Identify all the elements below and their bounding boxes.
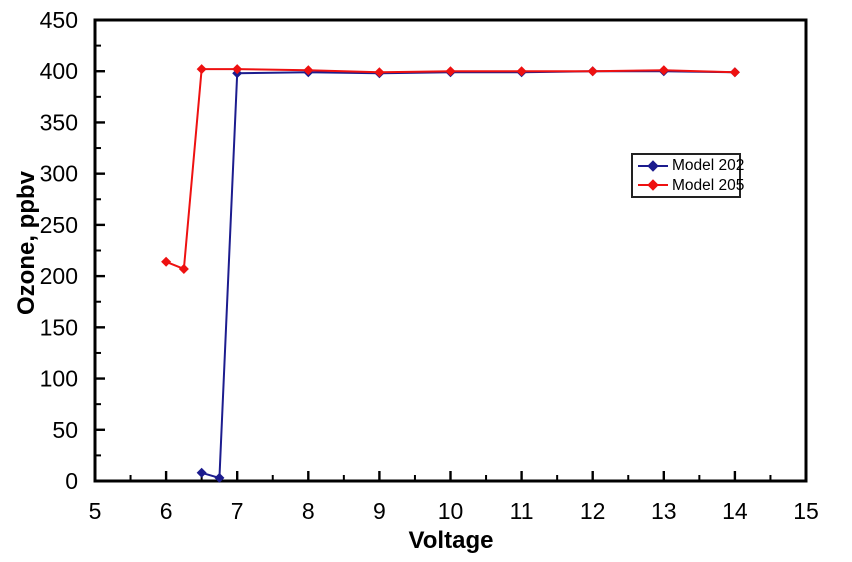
series-model-205-marker	[178, 263, 189, 274]
y-tick-label: 250	[40, 212, 78, 238]
x-tick-label: 10	[438, 498, 464, 524]
x-tick-label: 7	[231, 498, 244, 524]
x-tick-label: 9	[373, 498, 386, 524]
series-model-205-marker	[729, 67, 740, 78]
series-model-205-marker	[658, 65, 669, 76]
line-diamond-marker-icon	[638, 159, 668, 172]
x-tick-label: 8	[302, 498, 315, 524]
series-model-205-marker	[232, 64, 243, 75]
series-model-202-line	[201, 70, 735, 480]
y-tick-label: 450	[40, 7, 78, 33]
x-axis-title: Voltage	[408, 527, 494, 554]
line-diamond-marker-icon	[638, 179, 668, 192]
y-tick-label: 300	[40, 161, 78, 187]
x-tick-label: 11	[510, 498, 534, 524]
legend-entry-model-205: Model 205	[638, 176, 744, 194]
series-model-202-marker	[214, 472, 225, 483]
y-axis-title: Ozone, ppbv	[13, 171, 40, 315]
legend-entry-model-202: Model 202	[638, 157, 744, 175]
y-tick-label: 150	[40, 314, 78, 340]
series-model-205-marker	[303, 65, 314, 76]
x-tick-label: 15	[793, 498, 819, 524]
legend-label-model-202: Model 202	[672, 156, 745, 174]
y-tick-label: 400	[40, 58, 78, 84]
y-tick-label: 200	[40, 263, 78, 289]
series-model-205-marker	[445, 66, 456, 77]
series-model-205-marker	[516, 66, 527, 77]
x-tick-label: 13	[651, 498, 677, 524]
plot-frame	[93, 18, 808, 483]
series-model-205-marker	[161, 256, 172, 267]
y-tick-label: 350	[40, 109, 78, 135]
series-model-205-marker	[374, 67, 385, 78]
x-tick-label: 14	[722, 498, 748, 524]
y-tick-label: 0	[65, 468, 78, 494]
y-tick-label: 100	[40, 366, 78, 392]
legend-label-model-205: Model 205	[672, 176, 745, 194]
x-tick-label: 5	[89, 498, 102, 524]
series-model-202-marker	[196, 467, 207, 478]
x-tick-label: 12	[580, 498, 606, 524]
legend: Model 202 Model 205	[631, 153, 744, 198]
series-model-205-marker	[587, 66, 598, 77]
x-tick-label: 6	[160, 498, 173, 524]
series-model-205-marker	[196, 64, 207, 75]
y-tick-label: 50	[52, 417, 78, 443]
